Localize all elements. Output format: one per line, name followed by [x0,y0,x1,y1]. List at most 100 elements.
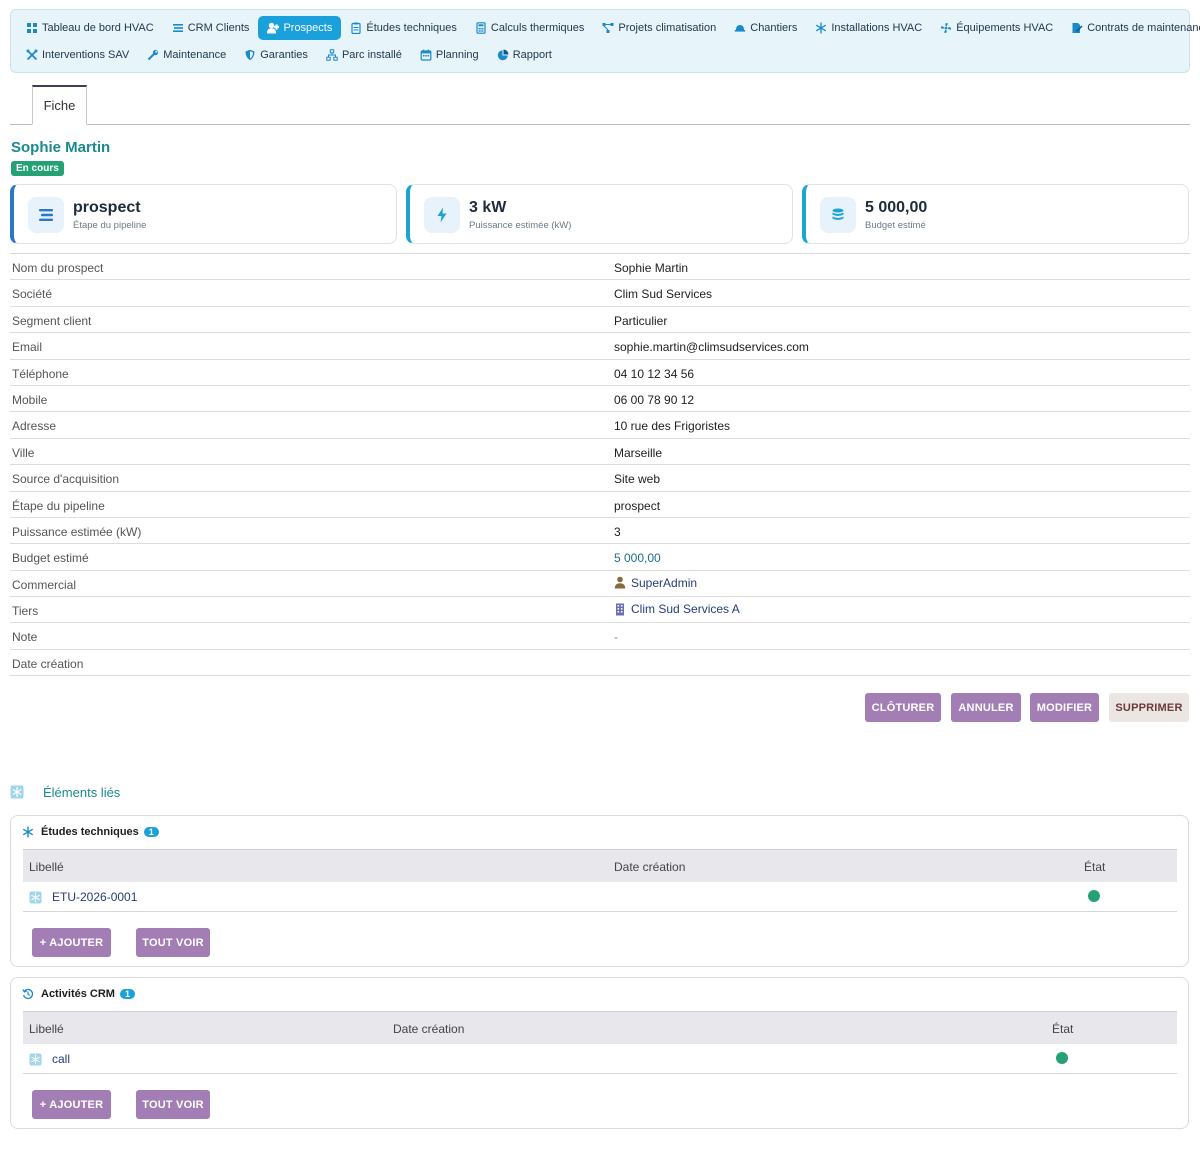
field-row-adresse: Adresse 10 rue des Frigoristes [10,412,1190,439]
status-badge: En cours [11,161,64,176]
field-row-email: Email sophie.martin@climsudservices.com [10,333,1190,360]
tout-voir-activites-button[interactable]: TOUT VOIR [136,1090,210,1119]
field-row-societe: Société Clim Sud Services [10,280,1190,307]
field-label: Téléphone [12,366,69,381]
nav-item-tableau-de-bord[interactable]: Tableau de bord HVAC [17,16,163,40]
field-row-ville: Ville Marseille [10,439,1190,466]
nav-label: Interventions SAV [42,49,130,61]
nav-item-maintenance[interactable]: Maintenance [138,43,235,67]
nav-item-contrats-maintenance[interactable]: Contrats de maintenance [1062,16,1200,40]
network-icon [326,49,338,61]
field-row-nom: Nom du prospect Sophie Martin [10,254,1190,281]
tout-voir-etudes-button[interactable]: TOUT VOIR [136,928,210,957]
nav-item-interventions-sav[interactable]: Interventions SAV [17,43,138,67]
field-label: Nom du prospect [12,261,104,275]
field-label: Société [12,287,53,302]
field-label: Email [12,340,43,355]
nav-item-installations-hvac[interactable]: Installations HVAC [806,16,931,40]
field-row-note: Note - [10,623,1190,650]
column-libelle: Libellé [29,860,64,874]
row-label-link[interactable]: call [52,1052,71,1066]
ajouter-activite-button[interactable]: + AJOUTER [32,1090,111,1119]
nav-item-chantiers[interactable]: Chantiers [725,16,806,40]
field-value: Marseille [614,445,663,460]
table-row[interactable]: call [23,1044,1177,1074]
table-header: Libellé Date création État [23,1011,1177,1044]
field-row-source: Source d'acquisition Site web [10,465,1190,492]
snowflake-icon [22,826,34,838]
user-icon [614,576,626,589]
panel-header: Études techniques 1 [22,826,159,838]
field-label: Tiers [12,604,39,619]
field-value: 5 000,00 [614,551,661,566]
column-libelle: Libellé [29,1022,64,1036]
nav-label: Installations HVAC [831,22,923,34]
linked-activites-panel: Activités CRM 1 Libellé Date création Ét… [10,977,1189,1129]
field-row-telephone: Téléphone 04 10 12 34 56 [10,360,1190,386]
nav-label: CRM Clients [187,22,250,34]
shield-icon [244,49,256,61]
project-diagram-icon [602,22,614,34]
nav-label: Tableau de bord HVAC [42,22,154,34]
nav-label: Prospects [283,22,333,34]
list-icon [172,22,184,34]
nav-item-rapport[interactable]: Rapport [488,43,561,67]
clipboard-icon [350,22,362,34]
table-row[interactable]: ETU-2026-0001 [23,882,1177,912]
nav-label: Garanties [260,49,308,61]
page-title: Sophie Martin [11,139,111,156]
nav-label: Rapport [512,49,552,61]
field-row-budget: Budget estimé 5 000,00 [10,544,1190,571]
field-value: 04 10 12 34 56 [614,366,695,381]
commercial-link[interactable]: SuperAdmin [614,576,697,590]
main-navigation: Tableau de bord HVAC CRM Clients Prospec… [10,9,1200,73]
column-etat: État [1052,1022,1074,1036]
field-value: - [614,630,618,645]
kpi-value: 5 000,00 [865,199,928,216]
nav-label: Parc installé [341,49,402,61]
fan-icon [940,22,952,34]
field-label: Ville [12,445,35,460]
table-header: Libellé Date création État [23,849,1177,882]
nav-item-calculs-thermiques[interactable]: Calculs thermiques [466,16,594,40]
field-label: Commercial [12,577,77,592]
panel-header: Activités CRM 1 [22,988,135,1000]
nav-item-planning[interactable]: Planning [411,43,488,67]
nav-item-parc-installe[interactable]: Parc installé [317,43,411,67]
nav-item-etudes-techniques[interactable]: Études techniques [341,16,466,40]
pie-chart-icon [497,49,509,61]
field-label: Budget estimé [12,551,89,566]
row-label-link[interactable]: ETU-2026-0001 [52,890,138,904]
nav-label: Projets climatisation [618,22,717,34]
annuler-button[interactable]: ANNULER [951,693,1021,722]
supprimer-button[interactable]: SUPPRIMER [1109,693,1189,722]
field-label: Mobile [12,392,48,407]
panel-title: Études techniques [41,826,139,838]
nav-item-projets-climatisation[interactable]: Projets climatisation [593,16,725,40]
contract-icon [1071,22,1083,34]
field-row-etape: Étape du pipeline prospect [10,492,1190,518]
tiers-link[interactable]: Clim Sud Services A [614,602,740,616]
ajouter-etude-button[interactable]: + AJOUTER [32,928,111,957]
cloturer-button[interactable]: CLÔTURER [865,693,941,722]
field-value: Site web [614,472,661,487]
count-badge: 1 [143,827,159,837]
nav-row-2: Interventions SAV Maintenance Garanties … [17,43,1183,67]
tab-fiche[interactable]: Fiche [32,85,87,125]
field-value: 10 rue des Frigoristes [614,419,731,434]
snowflake-badge-icon [10,785,24,799]
calculator-icon [475,22,487,34]
wrench-icon [147,49,159,61]
nav-item-equipements-hvac[interactable]: Équipements HVAC [931,16,1062,40]
history-icon [22,988,34,1000]
field-label: Note [12,630,38,645]
kpi-card-pipeline: prospect Étape du pipeline [10,184,397,244]
column-date-creation: Date création [393,1022,465,1036]
field-label: Segment client [12,313,92,328]
nav-item-garanties[interactable]: Garanties [235,43,317,67]
modifier-button[interactable]: MODIFIER [1030,693,1099,722]
nav-item-crm-clients[interactable]: CRM Clients [163,16,259,40]
field-value: 06 00 78 90 12 [614,392,695,407]
kpi-card-budget: 5 000,00 Budget estimé [802,184,1189,244]
nav-item-prospects[interactable]: Prospects [258,16,342,40]
